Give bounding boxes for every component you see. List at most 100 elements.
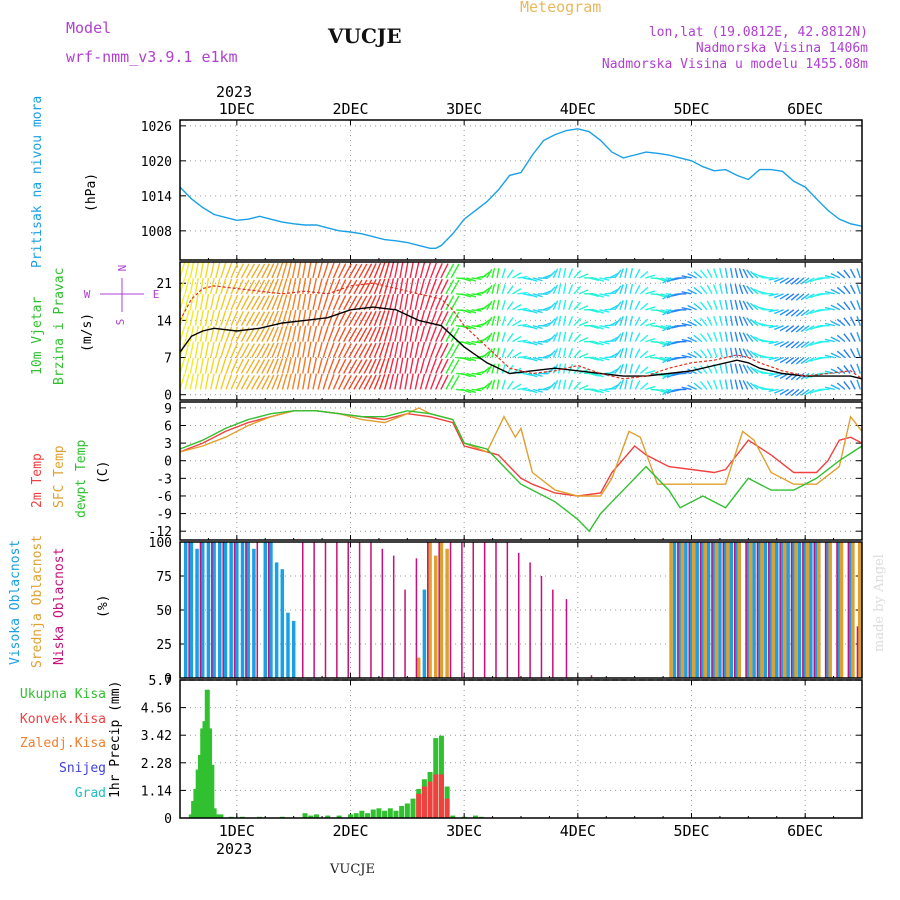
wind-arrow [491, 379, 496, 390]
wind-arrow [332, 326, 341, 342]
wind-arrow [343, 311, 352, 327]
wind-arrow [466, 388, 477, 394]
wind-arrow [461, 277, 472, 282]
wind-arrow [568, 268, 574, 279]
wind-arrow [481, 350, 491, 359]
y-tick-label: 21 [156, 277, 172, 292]
wind-arrow [557, 331, 562, 342]
wind-arrow [220, 262, 227, 279]
wind-arrow [445, 359, 455, 374]
wind-arrow [512, 303, 522, 311]
wind-arrow [189, 293, 195, 310]
wind-arrow [189, 373, 195, 390]
wind-arrow [230, 278, 239, 295]
wind-arrow [742, 348, 749, 358]
bar-srednja-oblacnost [703, 542, 707, 678]
wind-arrow [461, 293, 472, 298]
y-tick-label: 75 [156, 570, 172, 585]
y-tick-label: 5.7 [149, 674, 172, 689]
wind-arrow [836, 302, 846, 311]
wind-arrow [506, 269, 514, 279]
wind-arrow [230, 342, 239, 358]
wind-arrow [729, 347, 734, 358]
bar-visoka-oblacnost [814, 542, 819, 678]
wind-arrow [849, 332, 856, 342]
bar-niska-oblacnost [540, 576, 543, 678]
wind-arrow [790, 356, 800, 365]
wind-arrow [179, 278, 186, 295]
bar-visoka-oblacnost [729, 542, 734, 678]
wind-arrow [414, 278, 420, 294]
wind-arrow [394, 278, 399, 294]
wind-arrow [645, 306, 656, 311]
wind-arrow [824, 306, 835, 311]
wind-arrow [547, 286, 556, 295]
wind-arrow [713, 379, 718, 390]
wind-arrow [296, 277, 302, 294]
wind-arrow [614, 317, 622, 327]
wind-arrow [517, 307, 528, 311]
wind-arrow [599, 309, 610, 313]
wind-arrow [501, 347, 506, 358]
wind-arrow [734, 299, 739, 310]
wind-arrow [184, 341, 190, 358]
bar-srednja-oblacnost [714, 542, 719, 678]
wind-arrow [179, 262, 186, 279]
wind-arrow [662, 309, 672, 316]
wind-arrow [435, 326, 443, 342]
wind-arrow [734, 315, 739, 326]
wind-arrow [251, 327, 261, 342]
wind-arrow [435, 278, 443, 295]
bar-srednja-oblacnost [445, 548, 449, 678]
wind-arrow [562, 347, 567, 358]
wind-arrow [785, 325, 795, 333]
wind-arrow [337, 279, 347, 295]
bar-niska-oblacnost [590, 675, 593, 678]
wind-arrow [573, 349, 582, 359]
wind-arrow [856, 268, 861, 279]
wind-arrow [768, 293, 779, 297]
wind-arrow [790, 293, 800, 301]
wind-arrow [251, 375, 261, 390]
wind-arrow [634, 348, 641, 358]
bottom-year: 2023 [216, 840, 253, 858]
panel-0 [179, 119, 863, 261]
bar-visoka-oblacnost [786, 542, 790, 678]
wind-arrow [179, 326, 186, 342]
wind-arrow [179, 310, 186, 326]
wind-arrow [491, 283, 496, 295]
wind-arrow [713, 300, 718, 311]
y-tick-label: 6 [164, 419, 172, 434]
wind-arrow [724, 299, 728, 310]
wind-arrow [378, 374, 386, 390]
wind-arrow [261, 311, 270, 327]
bar-niska-oblacnost [449, 542, 452, 678]
bar-visoka-oblacnost [240, 542, 245, 678]
bar-srednja-oblacnost [680, 542, 685, 678]
bar-niska-oblacnost [768, 542, 770, 678]
wind-arrow [481, 287, 491, 295]
wind-arrow [614, 285, 622, 295]
bar-visoka-oblacnost [218, 542, 222, 678]
legend-total-rain: Ukupna Kisa [19, 687, 106, 702]
wind-arrow [749, 286, 759, 295]
wind-arrow [614, 269, 622, 279]
wind-arrow [251, 279, 261, 295]
bar-niska-oblacnost [495, 542, 497, 678]
wind-arrow [414, 262, 420, 279]
wind-arrow [568, 379, 574, 390]
wind-arrow [466, 356, 477, 362]
wind-arrow [368, 342, 377, 358]
bar-visoka-oblacnost [757, 542, 762, 678]
wind-arrow [856, 316, 861, 326]
bar-ukupna-kisa [218, 814, 224, 818]
wind-arrow [645, 338, 656, 343]
wind-arrow [836, 286, 846, 295]
bar-srednja-oblacnost [439, 542, 444, 678]
wind-arrow [419, 373, 426, 390]
bar-niska-oblacnost [802, 542, 804, 678]
bar-visoka-oblacnost [246, 542, 250, 678]
wind-arrow [312, 278, 318, 294]
wind-arrow [471, 372, 482, 376]
bar-ukupna-kisa [213, 814, 219, 818]
